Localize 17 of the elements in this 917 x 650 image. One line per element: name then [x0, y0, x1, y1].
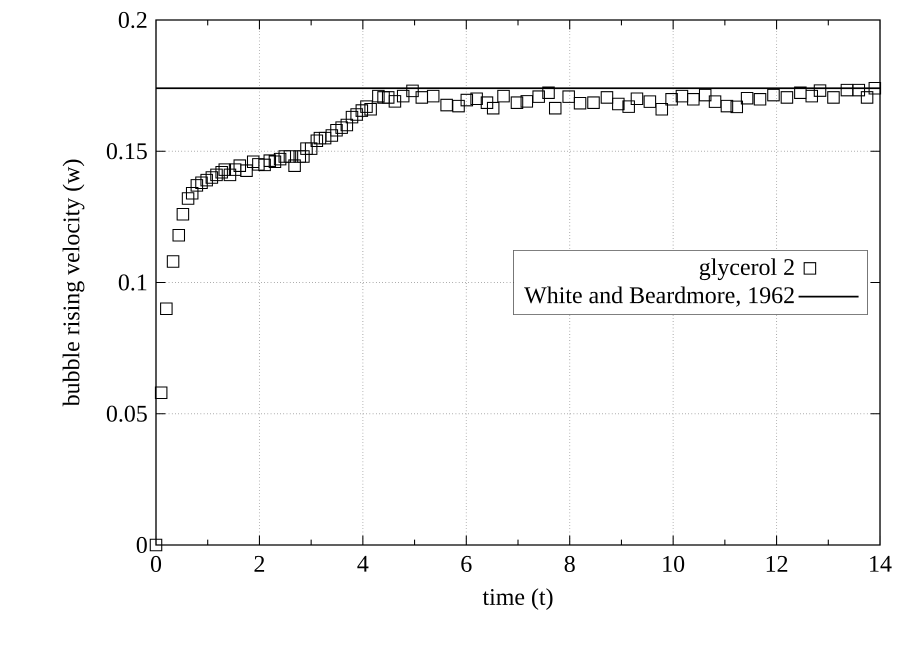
y-axis-title: bubble rising velocity (w): [62, 160, 84, 406]
x-tick-label: 14: [870, 556, 892, 572]
y-tick-label: 0.2: [118, 12, 146, 28]
x-tick-label: 2: [254, 556, 264, 572]
x-tick-label: 6: [461, 556, 472, 572]
x-tick-label: 8: [564, 556, 575, 572]
legend-label: glycerol 2: [700, 258, 794, 280]
y-tick-label: 0.05: [106, 406, 147, 422]
y-tick-label: 0: [136, 536, 147, 554]
x-axis-title: time (t): [482, 588, 552, 610]
y-tick-label: 0.1: [118, 274, 146, 291]
x-tick-label: 0: [150, 556, 162, 572]
x-tick-label: 12: [766, 556, 788, 572]
x-tick-label: 10: [663, 556, 684, 572]
x-tick-label: 4: [357, 556, 368, 572]
legend-label: White and Beardmore, 1962: [524, 286, 794, 307]
y-tick-label: 0.15: [106, 143, 147, 160]
